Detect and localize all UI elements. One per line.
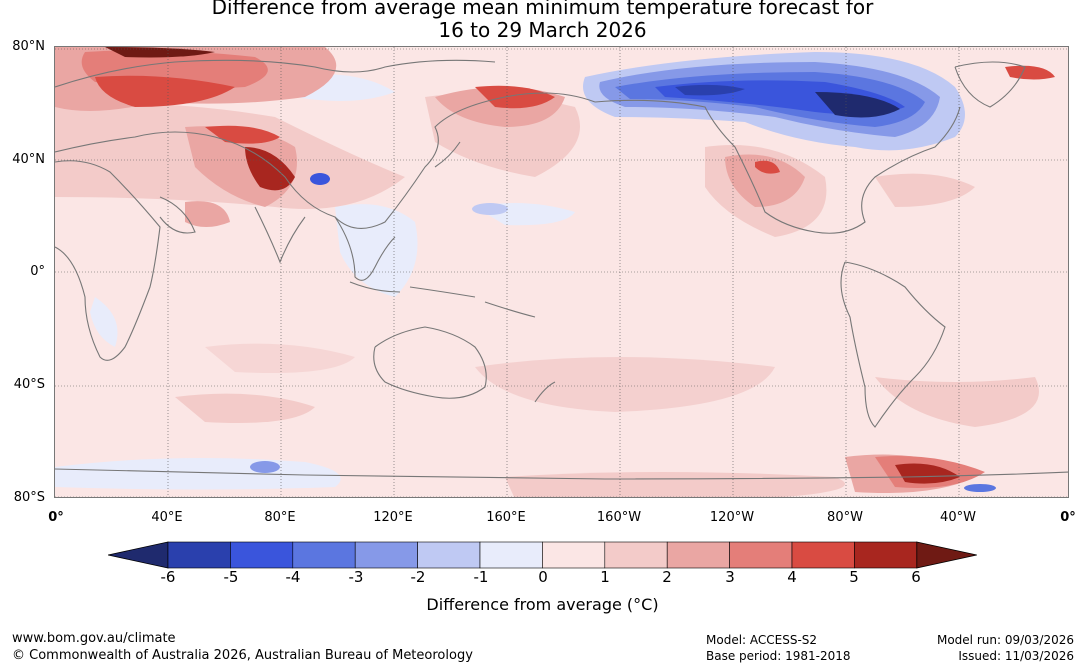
colorbar-tick: 6 <box>911 568 921 586</box>
footer-copyright: © Commonwealth of Australia 2026, Austra… <box>12 648 473 663</box>
lon-label-0-west: 0° <box>48 510 64 525</box>
coastlines <box>55 59 1068 480</box>
colorbar-tick: -3 <box>348 568 364 586</box>
colorbar-cell <box>729 541 793 569</box>
colorbar-tick: 1 <box>600 568 610 586</box>
colorbar-cell <box>791 541 855 569</box>
lon-label-160e: 160°E <box>486 510 526 525</box>
colorbar-tick: 3 <box>725 568 735 586</box>
footer-issued: Issued: 11/03/2026 <box>958 649 1074 663</box>
footer-base-period: Base period: 1981-2018 <box>706 649 851 663</box>
map-canvas <box>55 47 1068 497</box>
footer-model-run: Model run: 09/03/2026 <box>936 633 1074 647</box>
colorbar-cell <box>354 541 418 569</box>
lon-label-120w: 120°W <box>709 510 755 525</box>
colorbar-tick: 5 <box>849 568 859 586</box>
lon-label-80w: 80°W <box>827 510 863 525</box>
colorbar-tick: 0 <box>538 568 548 586</box>
anomaly-fields <box>55 47 1055 497</box>
colorbar-tick: -2 <box>410 568 426 586</box>
colorbar-cell <box>230 541 294 569</box>
lon-label-80e: 80°E <box>264 510 296 525</box>
footer-model: Model: ACCESS-S2 <box>706 633 818 647</box>
map-title: Difference from average mean minimum tem… <box>0 0 1085 42</box>
lat-label-80s: 80°S <box>13 490 45 505</box>
colorbar-tick: -6 <box>160 568 176 586</box>
title-line-2: 16 to 29 March 2026 <box>438 18 647 42</box>
colorbar-tick: 2 <box>662 568 672 586</box>
lon-label-40w: 40°W <box>940 510 976 525</box>
colorbar-tick: -5 <box>223 568 239 586</box>
colorbar-tick: -4 <box>285 568 301 586</box>
colorbar-arrow-min <box>108 541 169 569</box>
title-line-1: Difference from average mean minimum tem… <box>211 0 874 19</box>
colorbar-cell <box>417 541 481 569</box>
lon-label-120e: 120°E <box>373 510 413 525</box>
lon-label-160w: 160°W <box>596 510 642 525</box>
colorbar-tick: 4 <box>787 568 797 586</box>
colorbar-tick: -1 <box>473 568 489 586</box>
colorbar-cell <box>604 541 668 569</box>
colorbar-cell <box>479 541 543 569</box>
temperature-anomaly-map <box>54 46 1069 498</box>
colorbar <box>108 541 977 569</box>
footer-website: www.bom.gov.au/climate <box>12 631 176 646</box>
lat-label-equator: 0° <box>30 264 45 279</box>
colorbar-cell <box>292 541 356 569</box>
colorbar-cell <box>542 541 606 569</box>
lon-label-40e: 40°E <box>151 510 183 525</box>
lat-label-40n: 40°N <box>12 152 45 167</box>
colorbar-arrow-max <box>916 541 977 569</box>
colorbar-cell <box>666 541 730 569</box>
colorbar-label: Difference from average (°C) <box>426 595 659 614</box>
lon-label-0-east: 0° <box>1060 510 1076 525</box>
lat-label-80n: 80°N <box>12 39 45 54</box>
colorbar-cell <box>854 541 918 569</box>
colorbar-cell <box>167 541 231 569</box>
lat-label-40s: 40°S <box>13 377 45 392</box>
graticule <box>55 47 1068 497</box>
